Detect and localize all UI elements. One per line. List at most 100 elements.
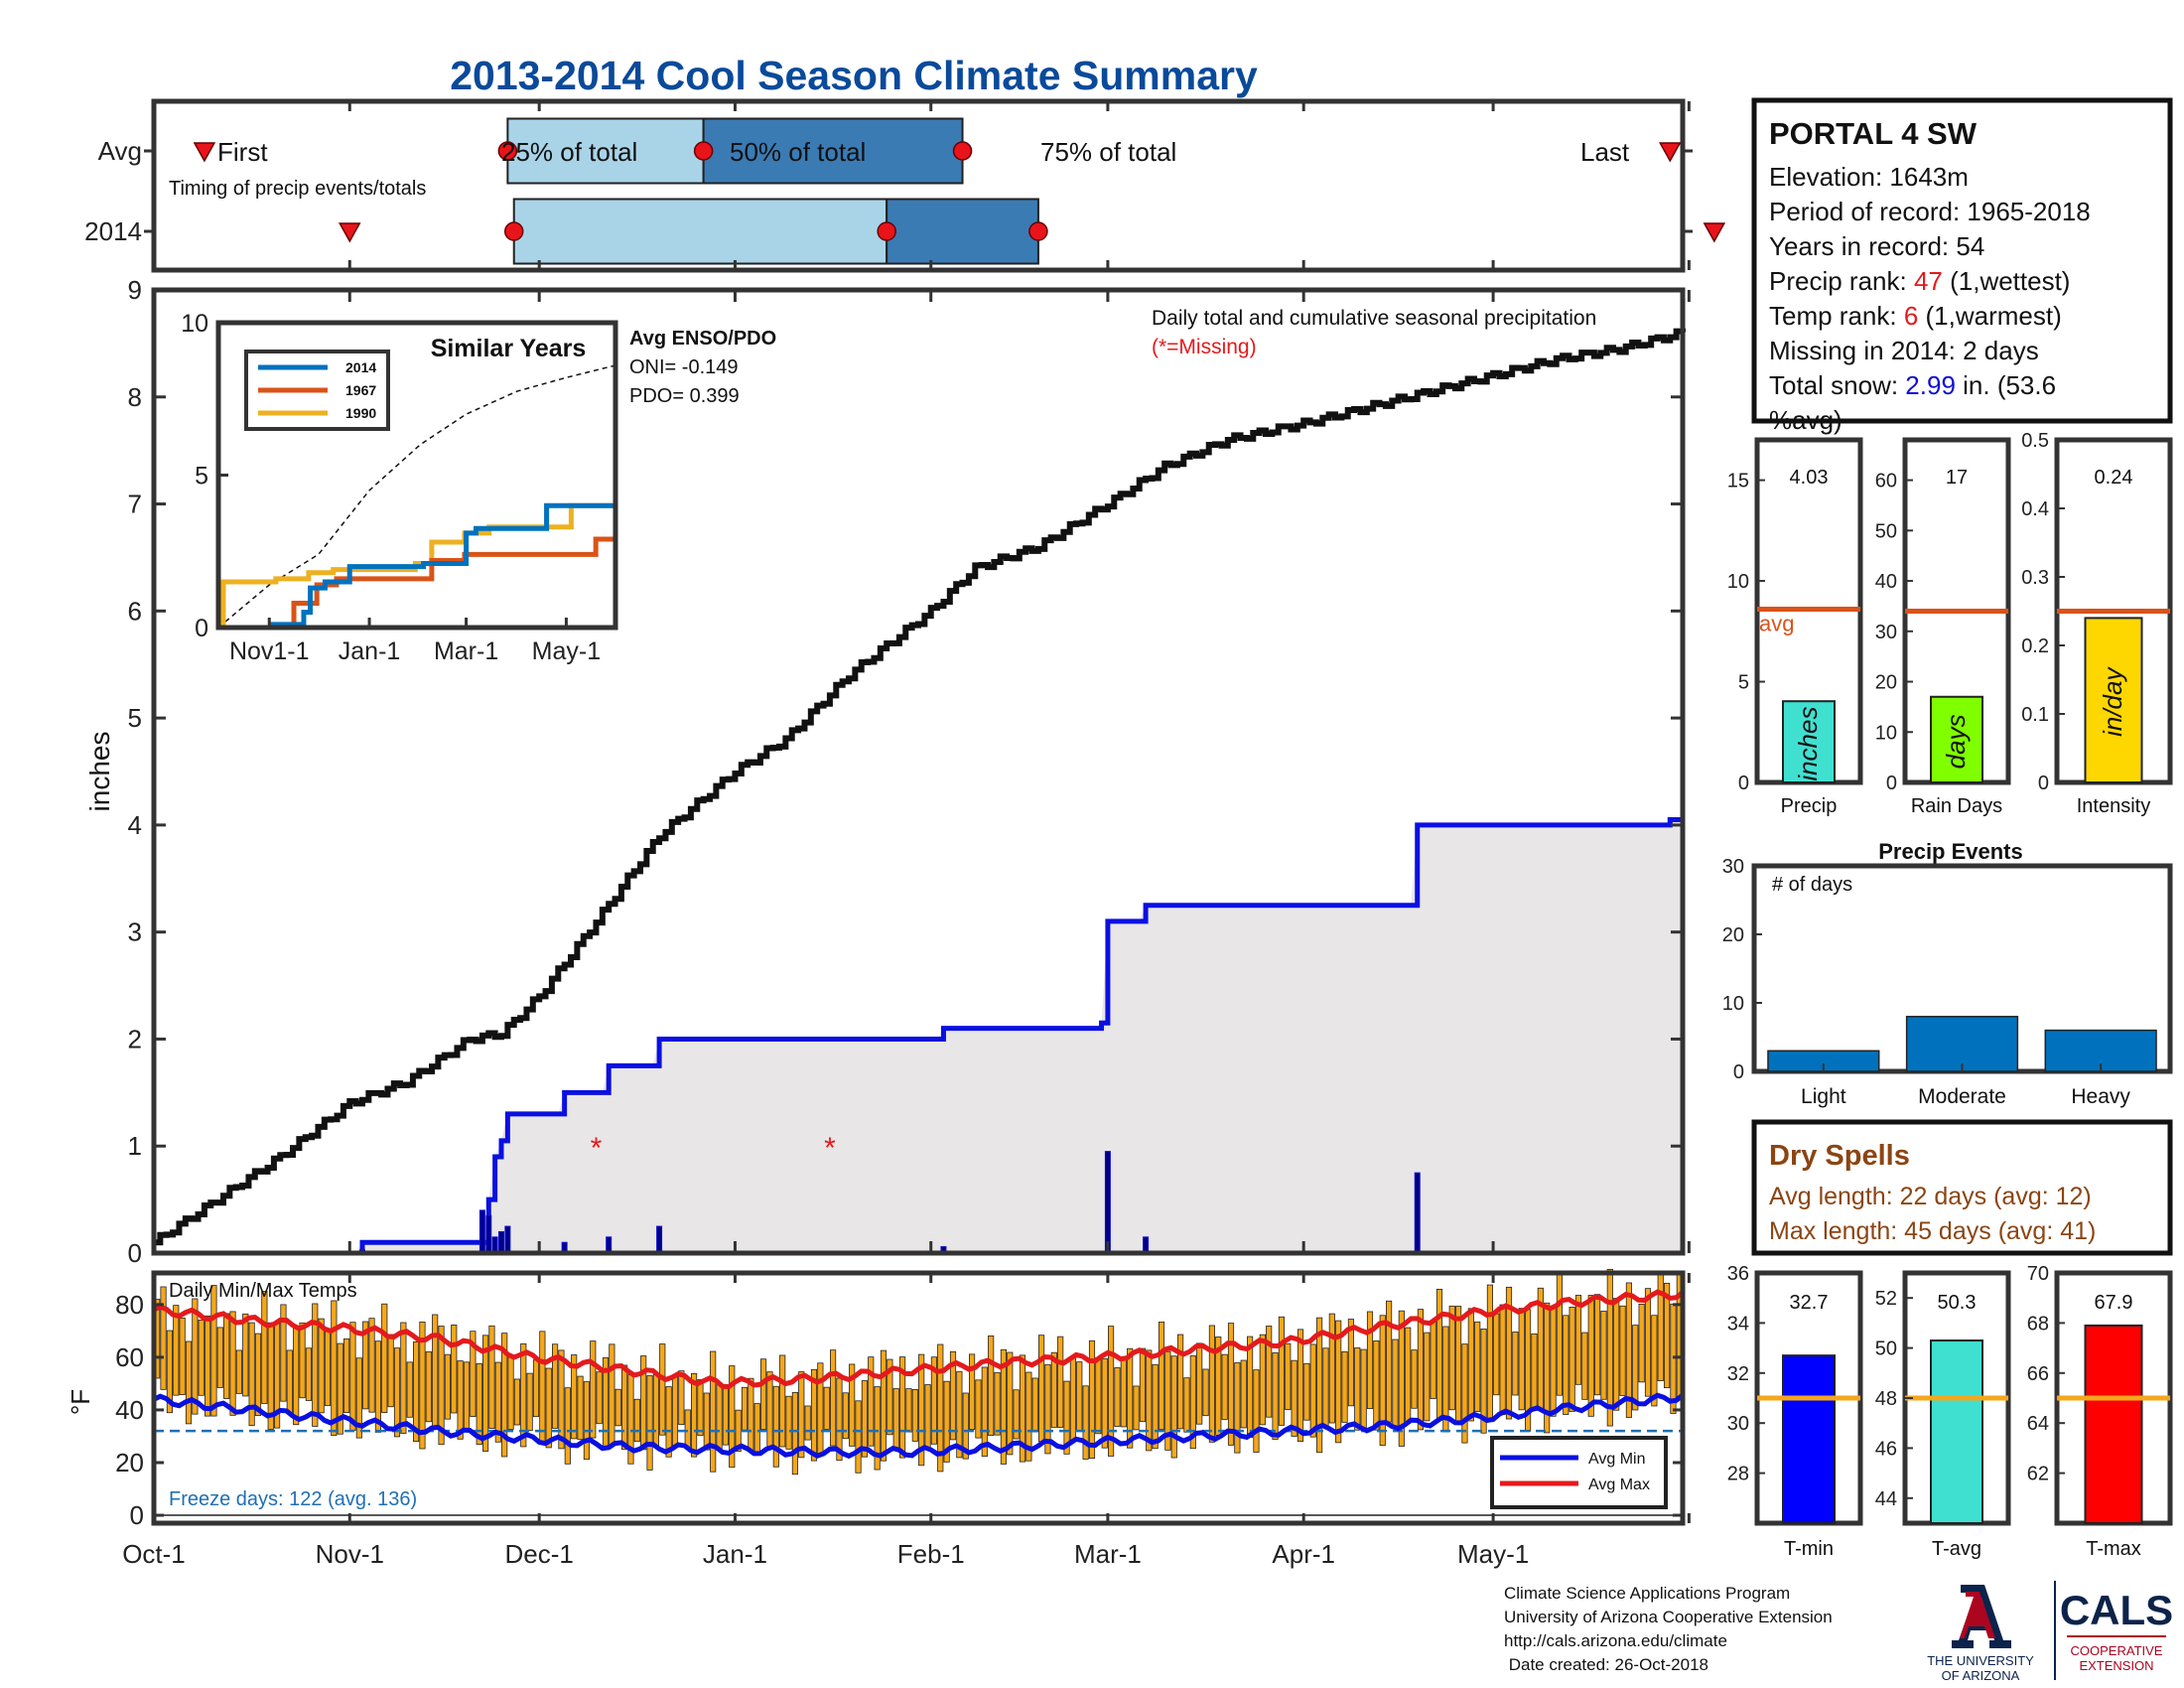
- daily-temp-range-bar: [1587, 1295, 1594, 1417]
- daily-temp-range-bar: [842, 1392, 849, 1440]
- daily-temp-range-bar: [1044, 1363, 1051, 1455]
- daily-temp-range-bar: [760, 1358, 767, 1430]
- daily-temp-range-bar: [1253, 1369, 1260, 1453]
- daily-temp-range-bar: [804, 1405, 811, 1441]
- daily-temp-range-bar: [235, 1349, 242, 1394]
- inset-title: Similar Years: [431, 335, 587, 362]
- station-elevation: Elevation: 1643m: [1769, 162, 1969, 192]
- daily-temp-range-bar: [1278, 1316, 1285, 1426]
- daily-temp-range-bar: [1569, 1306, 1575, 1412]
- daily-temp-range-bar: [969, 1353, 976, 1430]
- daily-temp-range-bar: [1581, 1332, 1588, 1400]
- intensity-ytick-label: 0.5: [2021, 430, 2049, 452]
- daily-temp-range-bar: [918, 1353, 925, 1467]
- daily-temp-range-bar: [393, 1347, 401, 1438]
- daily-temp-range-bar: [1505, 1286, 1513, 1420]
- daily-temp-range-bar: [1486, 1284, 1493, 1419]
- timing-first-label: First: [217, 137, 268, 167]
- daily-temp-range-bar: [1499, 1304, 1506, 1416]
- footer-line-2: University of Arizona Cooperative Extens…: [1504, 1608, 1833, 1626]
- daily-temp-range-bar: [697, 1379, 704, 1436]
- main-ytick-label: 9: [128, 275, 142, 305]
- main-legend-text: Daily total and cumulative seasonal prec…: [1152, 307, 1596, 330]
- daily-temp-range-bar: [520, 1342, 527, 1448]
- daily-temp-range-bar: [1082, 1385, 1089, 1460]
- university-of-arizona-logo: THE UNIVERSITY OF ARIZONA: [1927, 1585, 2034, 1683]
- daily-temp-range-bar: [1398, 1310, 1405, 1447]
- daily-temp-range-bar: [911, 1389, 918, 1442]
- inset-legend: 2014 1967 1990: [244, 350, 390, 431]
- daily-temp-range-bar: [1366, 1311, 1374, 1410]
- daily-temp-range-bar: [513, 1378, 520, 1426]
- intensity-panel: 0 0.1 0.2 0.3 0.4 0.5 0.24 Intensity in/day: [2021, 430, 2173, 817]
- x-axis-month-label: Apr-1: [1272, 1539, 1335, 1569]
- cumulative-2014-line: [154, 817, 1683, 1256]
- daily-temp-range-bar: [444, 1353, 451, 1420]
- intensity-ytick-label: 0.2: [2021, 635, 2049, 657]
- daily-temp-range-bar: [457, 1360, 464, 1440]
- daily-temp-range-bar: [1518, 1308, 1525, 1411]
- station-total-snow: Total snow: 2.99 in. (53.6: [1769, 370, 2056, 400]
- daily-temp-range-bar: [748, 1377, 754, 1452]
- daily-temp-range-bar: [823, 1386, 830, 1430]
- precip-events-title: Precip Events: [1878, 839, 2023, 864]
- daily-temp-range-bar: [482, 1335, 489, 1452]
- daily-temp-range-bar: [880, 1349, 887, 1462]
- daily-temp-range-bar: [729, 1365, 736, 1469]
- freeze-days: Freeze days: 122 (avg. 136): [169, 1488, 417, 1510]
- avg-max-line: [152, 1289, 1685, 1390]
- precip-events-ytick-label: 10: [1722, 993, 1744, 1015]
- daily-temp-range-bar: [337, 1342, 343, 1435]
- daily-temp-range-bar: [1638, 1303, 1645, 1383]
- daily-temp-range-bar: [1152, 1363, 1159, 1450]
- temp-ytick-label: 20: [115, 1448, 144, 1477]
- daily-temp-range-bar: [1386, 1300, 1393, 1423]
- daily-temp-range-bar: [1007, 1351, 1014, 1456]
- x-axis-month-label: Jan-1: [703, 1539, 767, 1569]
- inset-ytick-label: 0: [195, 615, 208, 642]
- daily-temp-range-bar: [1670, 1303, 1677, 1414]
- daily-temp-range-bar: [722, 1385, 729, 1446]
- daily-temp-range-bar: [507, 1356, 514, 1430]
- daily-temp-range-bar: [1316, 1317, 1323, 1454]
- daily-temp-range-bar: [924, 1384, 931, 1450]
- footer-line-4: Date created: 26-Oct-2018: [1504, 1655, 1708, 1674]
- timing-first-last-marker: [1703, 222, 1726, 243]
- daily-temp-range-bar: [1474, 1321, 1481, 1412]
- timing-percent-marker: [877, 221, 896, 241]
- daily-temp-range-bar: [1480, 1329, 1487, 1434]
- daily-temp-range-bar: [1455, 1306, 1462, 1422]
- daily-temp-range-bar: [1594, 1294, 1601, 1396]
- daily-temp-range-bar: [1600, 1311, 1607, 1400]
- main-ylabel: inches: [84, 732, 115, 812]
- rain-days-unit-label: days: [1941, 714, 1971, 769]
- intensity-xlabel: Intensity: [2077, 795, 2150, 817]
- daily-temp-range-bar: [419, 1321, 426, 1450]
- daily-temp-range-bar: [609, 1343, 615, 1446]
- t-min-panel: 28 30 32 34 36 32.7 T-min: [1727, 1263, 1863, 1560]
- daily-temp-range-bar: [785, 1395, 792, 1450]
- t-min-ytick-label: 30: [1727, 1413, 1749, 1435]
- dry-spells-title: Dry Spells: [1769, 1140, 1910, 1172]
- daily-temp-range-bar: [318, 1318, 325, 1414]
- timing-first-last-marker: [193, 142, 216, 163]
- t-avg-ytick-label: 48: [1875, 1388, 1897, 1410]
- rain-days-ytick-label: 60: [1875, 471, 1897, 492]
- daily-temp-range-bar: [1247, 1336, 1254, 1439]
- daily-temp-range-bar: [1013, 1389, 1020, 1440]
- daily-temp-range-bar: [1632, 1325, 1639, 1411]
- daily-temp-range-bar: [1291, 1359, 1297, 1437]
- temperature-chart: 0 20 40 60 80 Oct-1 Nov-1 Dec-1 Jan-1 Feb-1 Mar-1 A…: [66, 1268, 1691, 1569]
- temp-legend-avg-min: Avg Min: [1588, 1451, 1646, 1468]
- daily-temp-range-bar: [293, 1327, 300, 1426]
- daily-temp-range-bar: [1360, 1348, 1367, 1430]
- daily-temp-range-bar: [1183, 1377, 1190, 1433]
- daily-temp-range-bar: [400, 1322, 407, 1434]
- daily-temp-range-bar: [577, 1375, 584, 1441]
- t-min-bar: [1782, 1354, 1836, 1525]
- t-avg-ytick-label: 44: [1875, 1488, 1897, 1510]
- daily-temp-range-bar: [1114, 1367, 1121, 1427]
- daily-temp-range-bar: [1285, 1342, 1292, 1410]
- daily-temp-range-bar: [216, 1327, 223, 1388]
- daily-temp-range-bar: [173, 1305, 180, 1396]
